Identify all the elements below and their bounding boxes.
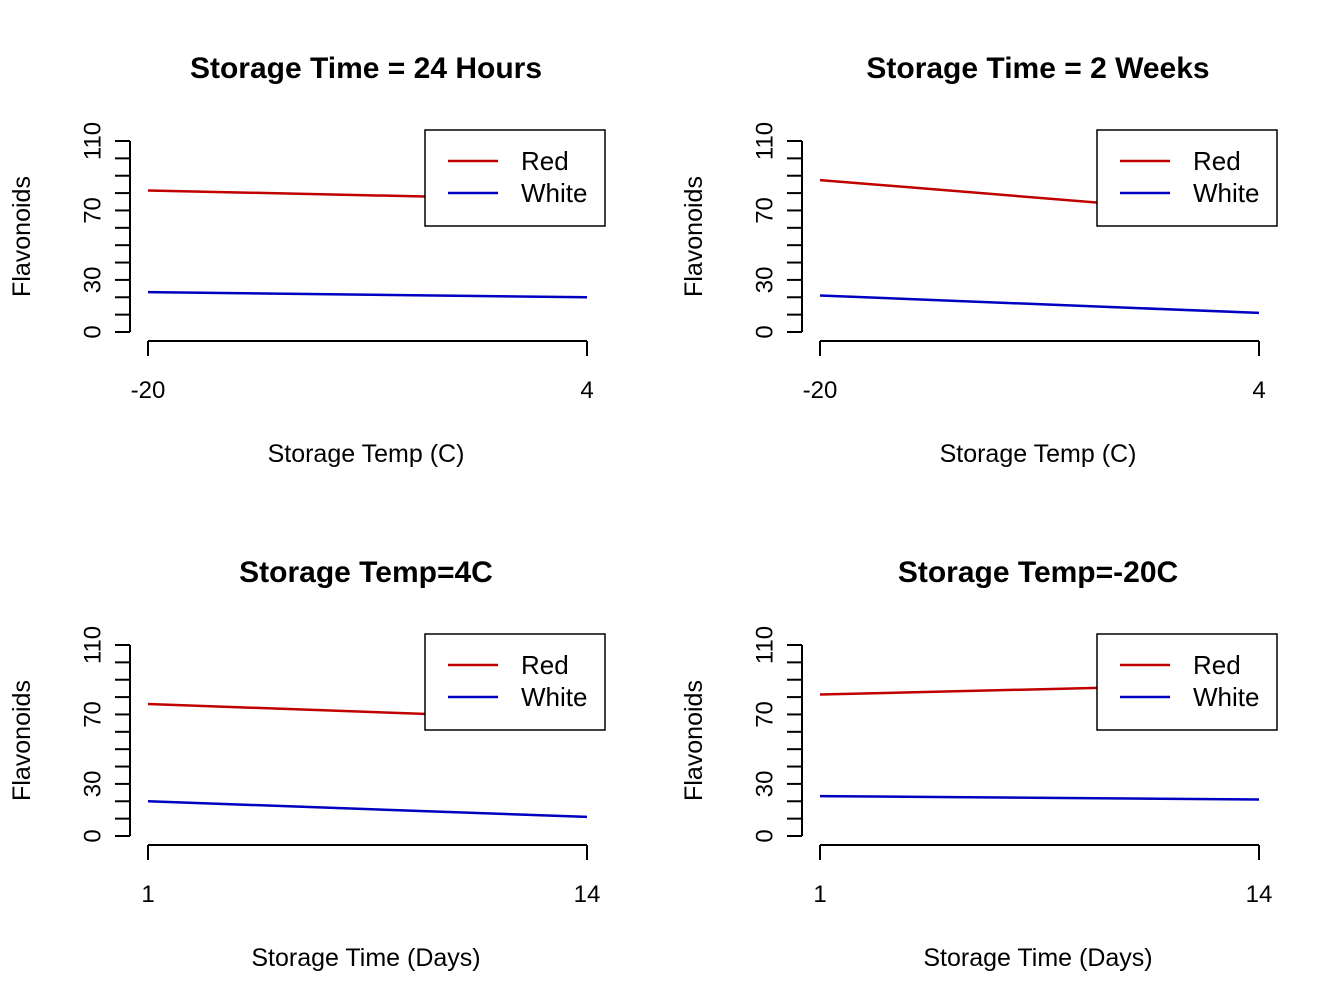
- series-line-white: [147, 290, 588, 299]
- panel-storage-time-24-hours: Storage Time = 24 Hours 0 30 70 110 -20 4 Stora…: [0, 0, 672, 504]
- y-tick-label: 70: [79, 197, 106, 224]
- y-tick-label: 110: [751, 626, 778, 664]
- legend-box: [1096, 633, 1278, 731]
- chart-title: Storage Temp=-20C: [898, 556, 1178, 589]
- chart-svg: Storage Temp=4C 0 30 70 110 1 14 Storage Time (…: [8, 556, 606, 972]
- legend-box: [424, 129, 606, 227]
- y-axis-label: Flavonoids: [8, 680, 36, 801]
- series-line-white: [147, 800, 588, 819]
- y-axis-label: Flavonoids: [8, 176, 36, 297]
- series-line-white: [819, 794, 1260, 801]
- legend-label: Red: [521, 146, 569, 176]
- x-axis-label: Storage Temp (C): [940, 440, 1137, 468]
- y-tick-label: 30: [79, 267, 106, 294]
- legend-label: White: [1193, 682, 1259, 712]
- y-axis-label: Flavonoids: [680, 176, 708, 297]
- y-tick-label: 70: [751, 701, 778, 728]
- chart-title: Storage Time = 24 Hours: [190, 52, 542, 85]
- legend-label: White: [521, 682, 587, 712]
- y-tick-label: 30: [79, 771, 106, 798]
- legend-label: White: [521, 178, 587, 208]
- legend-label: White: [1193, 178, 1259, 208]
- chart-title: Storage Time = 2 Weeks: [866, 52, 1209, 85]
- chart-title: Storage Temp=4C: [239, 556, 493, 589]
- x-axis-label: Storage Time (Days): [923, 944, 1152, 972]
- x-tick-label: 4: [1252, 377, 1265, 404]
- x-tick-label: 14: [574, 881, 601, 908]
- legend-label: Red: [1193, 650, 1241, 680]
- panel-storage-temp-minus-20c: Storage Temp=-20C 0 30 70 110 1 14 Storage Time…: [672, 504, 1344, 1008]
- y-axis-label: Flavonoids: [680, 680, 708, 801]
- y-tick-label: 110: [79, 122, 106, 160]
- panel-storage-temp-4c: Storage Temp=4C 0 30 70 110 1 14 Storage Time (…: [0, 504, 672, 1008]
- x-tick-label: 14: [1246, 881, 1273, 908]
- chart-svg: Storage Temp=-20C 0 30 70 110 1 14 Storage Time…: [680, 556, 1278, 972]
- y-tick-label: 30: [751, 267, 778, 294]
- x-tick-label: 1: [141, 881, 154, 908]
- x-axis-label: Storage Time (Days): [251, 944, 480, 972]
- x-tick-label: 1: [813, 881, 826, 908]
- legend-box: [1096, 129, 1278, 227]
- x-tick-label: 4: [580, 377, 593, 404]
- chart-svg: Storage Time = 24 Hours 0 30 70 110 -20 4 Stora…: [8, 52, 606, 468]
- y-tick-label: 110: [751, 122, 778, 160]
- y-tick-label: 70: [79, 701, 106, 728]
- legend-box: [424, 633, 606, 731]
- y-tick-label: 110: [79, 626, 106, 664]
- y-tick-label: 0: [751, 325, 778, 338]
- y-tick-label: 70: [751, 197, 778, 224]
- y-tick-label: 30: [751, 771, 778, 798]
- y-tick-label: 0: [751, 829, 778, 842]
- x-axis-label: Storage Temp (C): [268, 440, 465, 468]
- x-tick-label: -20: [131, 377, 166, 404]
- x-tick-label: -20: [803, 377, 838, 404]
- series-line-white: [819, 294, 1260, 315]
- legend-label: Red: [521, 650, 569, 680]
- y-tick-label: 0: [79, 829, 106, 842]
- panel-storage-time-2-weeks: Storage Time = 2 Weeks 0 30 70 110 -20 4 Storag…: [672, 0, 1344, 504]
- chart-svg: Storage Time = 2 Weeks 0 30 70 110 -20 4 Storag…: [680, 52, 1278, 468]
- legend-label: Red: [1193, 146, 1241, 176]
- y-tick-label: 0: [79, 325, 106, 338]
